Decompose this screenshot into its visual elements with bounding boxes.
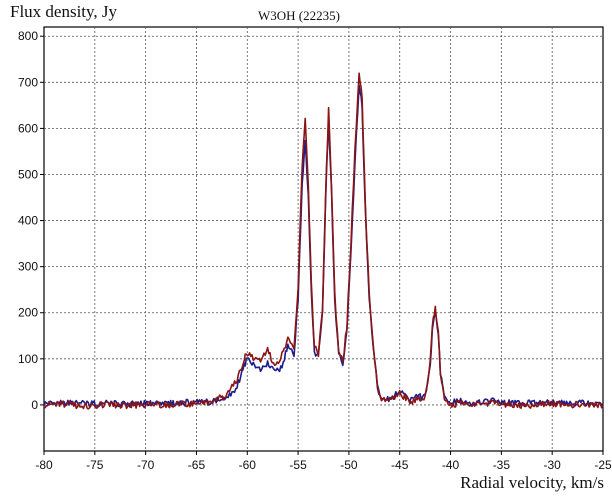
y-tick-label: 0 — [31, 398, 38, 412]
x-tick-label: -40 — [442, 458, 460, 472]
plot-frame — [43, 26, 604, 452]
chart-title: W3OH (22235) — [258, 8, 340, 23]
x-tick-label: -45 — [391, 458, 409, 472]
y-tick-label: 800 — [18, 29, 38, 43]
x-tick-label: -80 — [35, 458, 53, 472]
x-tick-label: -55 — [289, 458, 307, 472]
x-tick-label: -65 — [188, 458, 206, 472]
y-tick-label: 400 — [18, 214, 38, 228]
y-tick-labels: 0 100 200 300 400 500 600 700 800 — [18, 29, 44, 412]
x-tick-label: -75 — [86, 458, 104, 472]
x-tick-label: -35 — [493, 458, 511, 472]
x-tick-label: -60 — [239, 458, 257, 472]
series-layer — [43, 72, 604, 410]
x-tick-label: -30 — [544, 458, 562, 472]
x-tick-labels: -80 -75 -70 -65 -60 -55 -50 -45 -40 -35 -30 -25 — [35, 451, 612, 472]
y-axis-label: Flux density, Jy — [10, 2, 118, 21]
y-tick-label: 200 — [18, 306, 38, 320]
x-axis-label: Radial velocity, km/s — [460, 473, 604, 492]
x-tick-label: -70 — [137, 458, 155, 472]
y-tick-label: 100 — [18, 352, 38, 366]
series-line-2 — [43, 72, 604, 410]
y-tick-label: 300 — [18, 260, 38, 274]
x-tick-label: -50 — [340, 458, 358, 472]
x-tick-label: -25 — [594, 458, 612, 472]
grid-lines — [44, 27, 603, 451]
y-tick-label: 700 — [18, 75, 38, 89]
y-tick-label: 500 — [18, 167, 38, 181]
y-tick-label: 600 — [18, 121, 38, 135]
